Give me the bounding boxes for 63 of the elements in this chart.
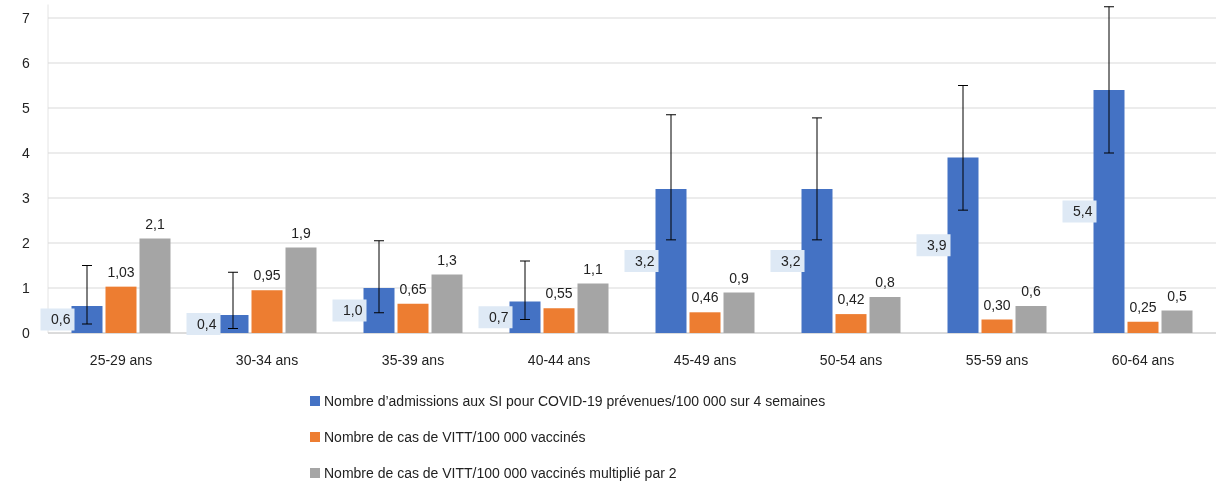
- bar: [655, 189, 687, 333]
- bar: [723, 292, 755, 333]
- x-tick-label: 40-44 ans: [527, 352, 591, 368]
- bar: [431, 274, 463, 333]
- bar: [285, 247, 317, 333]
- bar: [1093, 90, 1125, 333]
- x-tick-label: 55-59 ans: [965, 352, 1029, 368]
- bar: [947, 157, 979, 333]
- x-tick-label: 45-49 ans: [673, 352, 737, 368]
- data-label: 0,25: [1129, 298, 1157, 315]
- data-label: 0,8: [875, 274, 895, 290]
- bar: [577, 283, 609, 333]
- y-tick-label: 5: [22, 99, 31, 116]
- y-tick-label: 0: [22, 324, 31, 341]
- bar: [835, 314, 867, 333]
- y-tick-label: 6: [22, 54, 31, 71]
- bar: [981, 319, 1013, 333]
- y-tick-label: 2: [22, 234, 31, 251]
- data-label: 0,6: [1021, 283, 1041, 299]
- bar: [689, 312, 721, 333]
- data-label: 0,4: [197, 315, 217, 332]
- x-tick-label: 60-64 ans: [1111, 352, 1175, 368]
- y-tick-label: 1: [22, 279, 31, 296]
- bar: [251, 290, 283, 333]
- data-label: 0,9: [729, 269, 749, 286]
- data-label: 2,1: [145, 215, 165, 232]
- data-label: 3,2: [635, 252, 655, 269]
- data-label: 1,1: [583, 260, 603, 277]
- data-label: 0,95: [253, 267, 281, 284]
- x-tick-label: 35-39 ans: [381, 352, 445, 368]
- x-tick-label: 30-34 ans: [235, 352, 299, 368]
- data-label: 0,30: [983, 296, 1011, 313]
- legend-label: Nombre de cas de VITT/100 000 vaccinés multiplié par 2: [324, 464, 677, 481]
- data-label: 0,65: [399, 280, 427, 297]
- data-label: 1,3: [437, 251, 457, 268]
- data-label: 0,55: [545, 285, 573, 302]
- legend-label: Nombre de cas de VITT/100 000 vaccinés: [324, 428, 586, 445]
- bar: [869, 297, 901, 333]
- bar: [1015, 306, 1047, 333]
- data-label: 1,0: [343, 302, 363, 319]
- data-label: 0,7: [489, 309, 509, 326]
- bar: [543, 308, 575, 333]
- y-tick-label: 4: [22, 144, 31, 161]
- data-label: 1,03: [107, 263, 135, 280]
- data-label: 1,9: [291, 224, 311, 241]
- y-tick-label: 7: [22, 9, 31, 26]
- bar: [1127, 321, 1159, 333]
- data-label: 3,2: [781, 252, 801, 269]
- data-label: 0,46: [691, 289, 719, 306]
- bar: [801, 189, 833, 333]
- bar: [139, 238, 171, 333]
- data-label: 3,9: [927, 237, 947, 254]
- y-tick-label: 3: [22, 189, 31, 206]
- bar: [105, 286, 137, 333]
- x-tick-label: 50-54 ans: [819, 352, 883, 368]
- bar: [1161, 310, 1193, 333]
- x-tick-label: 25-29 ans: [89, 352, 153, 368]
- data-label: 5,4: [1073, 203, 1093, 220]
- data-label: 0,5: [1167, 287, 1187, 304]
- legend-label: Nombre d’admissions aux SI pour COVID-19 prévenues/100 000 sur 4 semaines: [324, 392, 826, 409]
- bar: [397, 303, 429, 333]
- data-label: 0,6: [51, 311, 71, 328]
- data-label: 0,42: [837, 291, 865, 308]
